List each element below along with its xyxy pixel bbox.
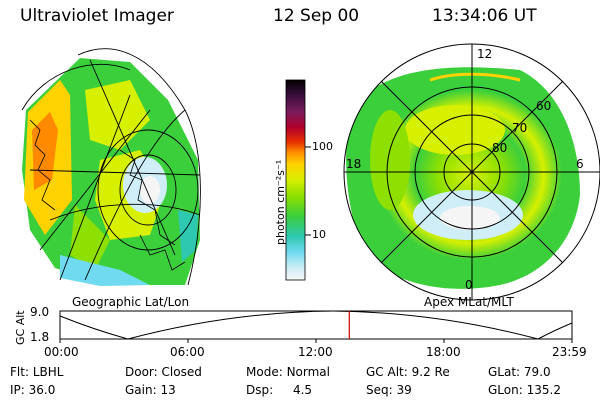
glat-value: 79.0 (523, 365, 551, 379)
mode-value: Normal (286, 365, 330, 379)
seq-info: Seq: 39 (366, 383, 412, 397)
gc-alt-info: GC Alt: 9.2 Re (366, 365, 450, 379)
gc-alt-label: GC Alt: (366, 365, 408, 379)
glat-label: GLat: (488, 365, 521, 379)
mlt-label-18: 18 (346, 157, 362, 171)
geographic-image (21, 48, 201, 286)
altitude-ytick-min: 1.8 (30, 330, 50, 344)
mode-info: Mode: Normal (246, 365, 330, 379)
gain-label: Gain: (125, 383, 157, 397)
glon-value: 135.2 (526, 383, 561, 397)
mlt-label-0: 0 (465, 278, 473, 292)
time-tick-0600: 06:00 (170, 345, 205, 359)
gain-value: 13 (160, 383, 176, 397)
altitude-plot (59, 310, 573, 343)
door-value: Closed (161, 365, 202, 379)
gain-info: Gain: 13 (125, 383, 176, 397)
dsp-info: Dsp: 4.5 (246, 383, 312, 397)
gc-alt-value: 9.2 Re (411, 365, 450, 379)
seq-label: Seq: (366, 383, 393, 397)
time-tick-0000: 00:00 (44, 345, 79, 359)
app-title: Ultraviolet Imager (20, 6, 174, 26)
polar-image (343, 43, 600, 301)
filter-label: Flt: (10, 365, 29, 379)
dsp-label: Dsp: (246, 383, 274, 397)
mlat-label-70: 70 (512, 121, 528, 135)
mlat-label-60: 60 (536, 99, 552, 113)
glon-info: GLon: 135.2 (488, 383, 561, 397)
door-info: Door: Closed (125, 365, 202, 379)
colorbar-tick-10: 10 (312, 228, 326, 241)
observation-date: 12 Sep 00 (273, 6, 360, 26)
ip-value: 36.0 (28, 383, 56, 397)
ip-label: IP: (10, 383, 25, 397)
geographic-panel-label: Geographic Lat/Lon (72, 295, 190, 309)
colorbar-tick-100: 100 (312, 140, 333, 153)
seq-value: 39 (396, 383, 412, 397)
glon-label: GLon: (488, 383, 523, 397)
mlt-label-6: 6 (576, 157, 584, 171)
colorbar-unit-label: photon cm⁻²s⁻¹ (274, 159, 287, 245)
filter-info: Flt: LBHL (10, 365, 63, 379)
glat-info: GLat: 79.0 (488, 365, 551, 379)
ip-info: IP: 36.0 (10, 383, 55, 397)
altitude-ytick-max: 9.0 (30, 305, 50, 319)
mlt-label-12: 12 (477, 47, 493, 61)
mlat-label-80: 80 (492, 141, 508, 155)
observation-time: 13:34:06 UT (432, 6, 537, 26)
filter-value: LBHL (32, 365, 64, 379)
time-tick-1200: 12:00 (298, 345, 333, 359)
colorbar (285, 79, 306, 281)
time-tick-1800: 18:00 (426, 345, 461, 359)
mode-label: Mode: (246, 365, 283, 379)
door-label: Door: (125, 365, 158, 379)
altitude-ylabel: GC Alt (14, 310, 27, 345)
time-tick-2359: 23:59 (552, 345, 587, 359)
polar-panel-label: Apex MLat/MLT (424, 295, 514, 309)
dsp-value: 4.5 (292, 383, 313, 397)
